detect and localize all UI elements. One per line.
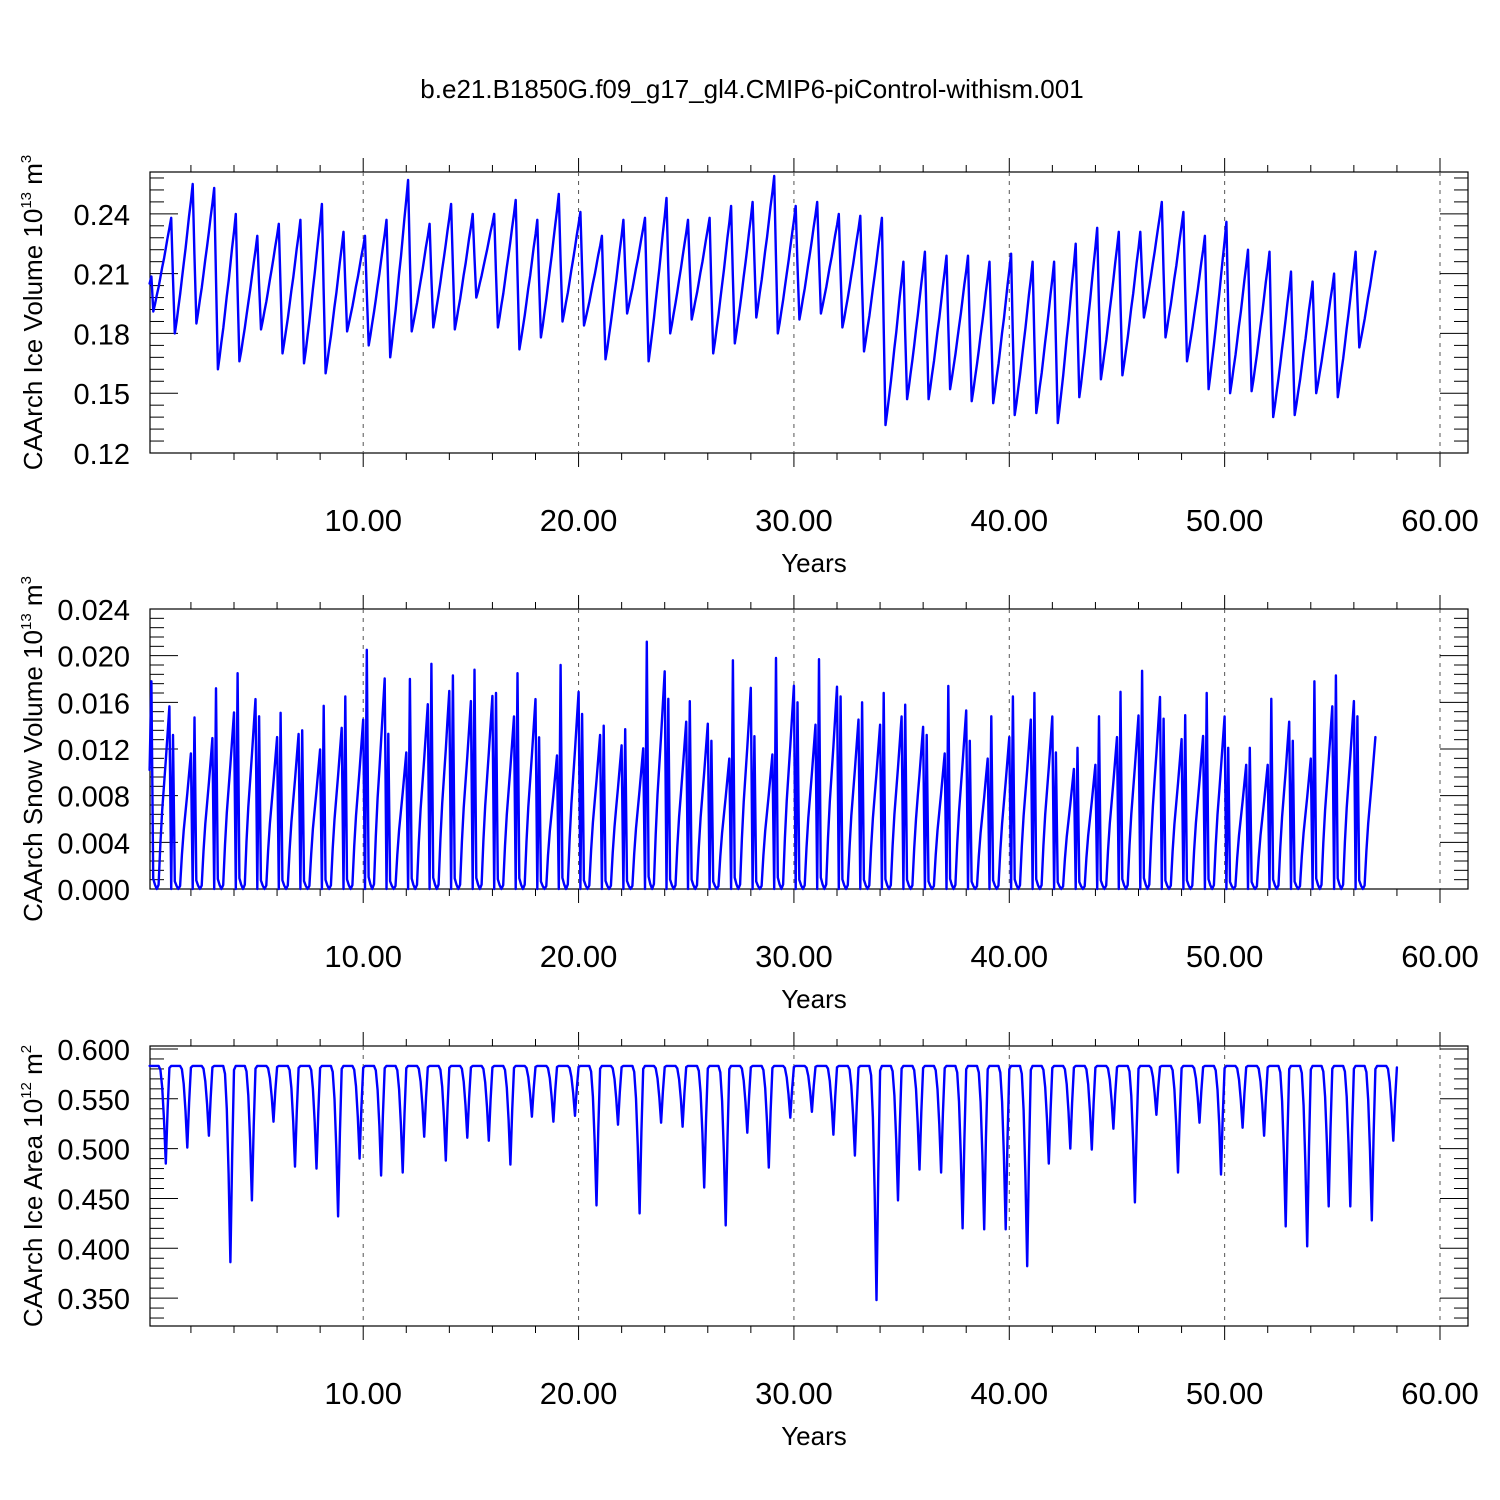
x-tick-label: 40.00	[970, 503, 1048, 538]
series-line	[148, 1064, 1399, 1302]
x-tick-label: 60.00	[1401, 1376, 1479, 1411]
x-tick-label: 30.00	[755, 1376, 833, 1411]
x-axis-label: Years	[781, 984, 847, 1014]
y-tick-label: 0.12	[74, 439, 130, 471]
y-tick-label: 0.008	[57, 782, 130, 814]
x-tick-label: 20.00	[540, 503, 618, 538]
chart-title: b.e21.B1850G.f09_g17_gl4.CMIP6-piControl…	[420, 74, 1083, 104]
x-tick-label: 30.00	[755, 939, 833, 974]
x-tick-label: 50.00	[1186, 503, 1264, 538]
y-tick-label: 0.18	[74, 319, 130, 351]
y-axis-label: CAArch Ice Area 1012 m2	[18, 1045, 48, 1327]
y-tick-label: 0.24	[74, 200, 130, 232]
panel-1: 10.00 20.00 30.00 40.00 50.00 60.00 Years 0.12 0…	[18, 155, 1479, 578]
y-tick-label: 0.400	[57, 1234, 130, 1266]
x-tick-label: 40.00	[970, 1376, 1048, 1411]
x-tick-label: 10.00	[324, 939, 402, 974]
y-tick-label: 0.020	[57, 642, 130, 674]
y-tick-label: 0.000	[57, 875, 130, 907]
x-tick-label: 50.00	[1186, 939, 1264, 974]
x-tick-label: 30.00	[755, 503, 833, 538]
x-tick-label: 20.00	[540, 939, 618, 974]
series-line	[148, 640, 1377, 891]
y-tick-label: 0.550	[57, 1085, 130, 1117]
x-axis-label: Years	[781, 1421, 847, 1451]
y-tick-label: 0.600	[57, 1035, 130, 1067]
x-tick-label: 10.00	[324, 1376, 402, 1411]
y-tick-label: 0.15	[74, 379, 130, 411]
y-tick-label: 0.350	[57, 1284, 130, 1316]
y-tick-label: 0.21	[74, 260, 130, 292]
x-tick-label: 60.00	[1401, 939, 1479, 974]
x-tick-label: 10.00	[324, 503, 402, 538]
x-tick-label: 40.00	[970, 939, 1048, 974]
y-tick-label: 0.016	[57, 688, 130, 720]
series-line	[148, 174, 1377, 427]
y-axis-label: CAArch Snow Volume 1013 m3	[18, 576, 48, 922]
x-axis-label: Years	[781, 548, 847, 578]
plot-frame	[149, 1045, 1469, 1327]
y-axis-label: CAArch Ice Volume 1013 m3	[18, 155, 48, 471]
panel-2: 10.00 20.00 30.00 40.00 50.00 60.00 Years 0.000…	[18, 576, 1479, 1014]
y-tick-label: 0.024	[57, 595, 130, 627]
y-tick-label: 0.012	[57, 735, 130, 767]
x-tick-label: 60.00	[1401, 503, 1479, 538]
x-tick-label: 20.00	[540, 1376, 618, 1411]
plot-frame	[149, 171, 1469, 454]
y-tick-label: 0.500	[57, 1135, 130, 1167]
y-tick-label: 0.450	[57, 1184, 130, 1216]
x-tick-label: 50.00	[1186, 1376, 1264, 1411]
y-tick-label: 0.004	[57, 828, 130, 860]
panel-3: 10.00 20.00 30.00 40.00 50.00 60.00 Years 0.350…	[18, 1032, 1479, 1451]
